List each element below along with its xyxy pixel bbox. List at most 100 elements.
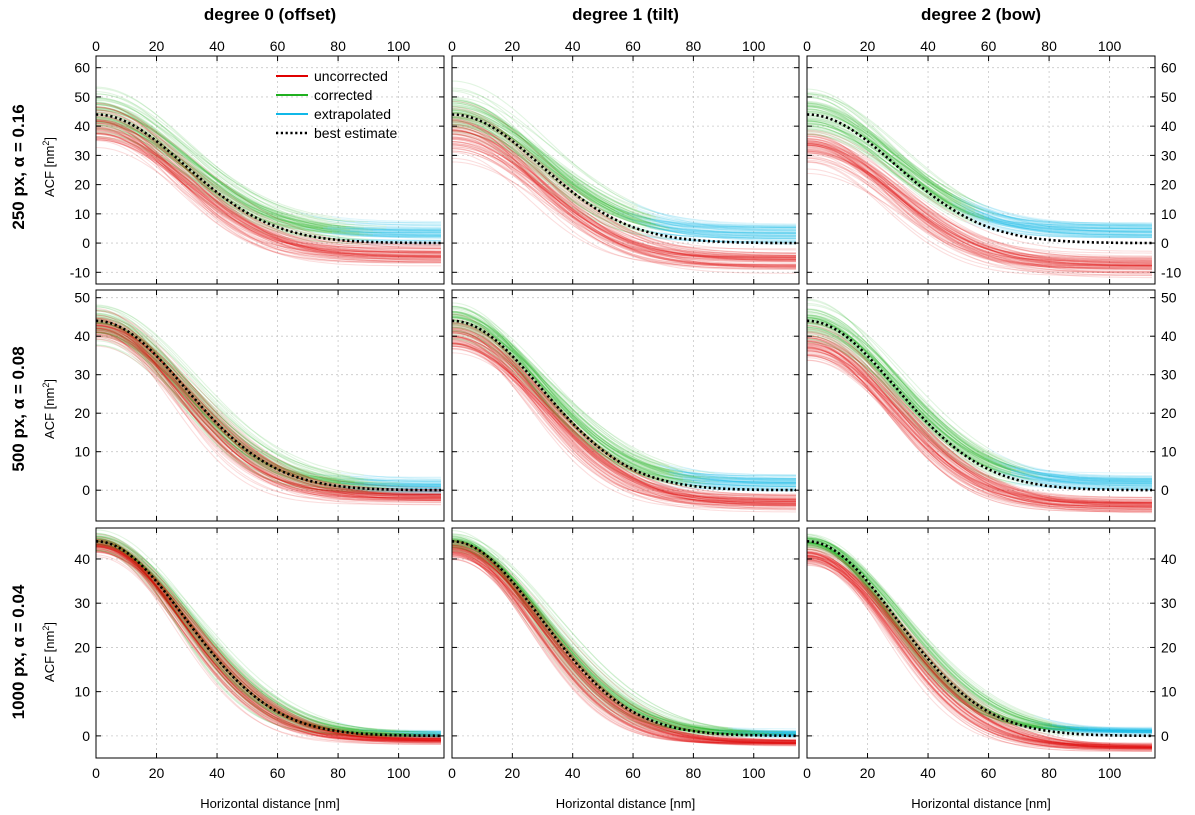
- uncorrected-curve: [452, 555, 796, 745]
- extrapolated-curve: [368, 221, 441, 224]
- uncorrected-curve: [807, 335, 1153, 505]
- uncorrected-curve: [807, 343, 1153, 508]
- y-tick-label: 30: [74, 367, 90, 383]
- corrected-curve: [807, 319, 1012, 468]
- corrected-curve: [452, 536, 769, 735]
- extrapolated-curve: [961, 204, 1152, 233]
- corrected-curve: [807, 105, 976, 205]
- extrapolated-curve: [974, 217, 1152, 237]
- extrapolated-curve: [341, 218, 441, 224]
- uncorrected-curve: [807, 548, 1152, 744]
- corrected-ensemble: [452, 302, 797, 492]
- corrected-curve: [807, 542, 1062, 730]
- uncorrected-curve: [807, 143, 1152, 261]
- uncorrected-curve: [807, 348, 1152, 504]
- uncorrected-curve: [807, 152, 1152, 267]
- extrapolated-curve: [678, 472, 796, 482]
- extrapolated-curve: [1052, 479, 1152, 487]
- curves: [452, 529, 797, 747]
- corrected-curve: [452, 535, 729, 735]
- corrected-curve: [452, 125, 647, 227]
- uncorrected-curve: [452, 345, 796, 507]
- y-tick-label: 10: [74, 206, 90, 222]
- corrected-curve: [807, 311, 1053, 481]
- extrapolated-curve: [979, 202, 1152, 225]
- extrapolated-curve: [691, 480, 796, 485]
- uncorrected-curve: [452, 550, 796, 744]
- corrected-curve: [452, 106, 638, 215]
- corrected-curve: [96, 547, 419, 736]
- corrected-curve: [807, 537, 1053, 725]
- extrapolated-curve: [614, 209, 796, 228]
- ticks: [451, 56, 799, 284]
- corrected-curve: [96, 538, 387, 735]
- extrapolated-curve: [650, 214, 796, 230]
- extrapolated-curve: [309, 234, 441, 243]
- uncorrected-curve: [96, 132, 441, 260]
- uncorrected-curve: [807, 339, 1153, 511]
- corrected-curve: [807, 331, 998, 469]
- corrected-curve: [96, 99, 346, 227]
- corrected-curve: [807, 538, 1057, 731]
- extrapolated-curve: [678, 228, 796, 235]
- corrected-curve: [807, 106, 985, 212]
- uncorrected-curve: [452, 335, 796, 501]
- extrapolated-curve: [395, 488, 442, 491]
- corrected-curve: [807, 128, 962, 207]
- best-estimate-curve: [452, 319, 796, 492]
- extrapolated-curve: [341, 472, 441, 479]
- extrapolated-curve: [637, 221, 796, 242]
- uncorrected-curve: [807, 148, 1152, 268]
- extrapolated-curve: [641, 220, 796, 234]
- corrected-curve: [807, 544, 1071, 730]
- uncorrected-curve: [807, 140, 1152, 265]
- extrapolated-curve: [965, 202, 1152, 233]
- corrected-curve: [452, 316, 697, 478]
- row-titles: 250 px, α = 0.16 500 px, α = 0.08 1000 p…: [9, 104, 28, 719]
- uncorrected-curve: [807, 144, 1152, 261]
- extrapolated-curve: [368, 243, 441, 246]
- uncorrected-curve: [807, 156, 1153, 266]
- y-tick-label: 10: [1161, 444, 1177, 460]
- uncorrected-curve: [807, 144, 1153, 275]
- uncorrected-curve: [807, 557, 1153, 749]
- y-tick-label: 30: [74, 595, 90, 611]
- uncorrected-curve: [452, 539, 796, 742]
- corrected-curve: [807, 131, 976, 221]
- y-tick-label: 20: [74, 405, 90, 421]
- uncorrected-curve: [807, 138, 1152, 264]
- uncorrected-curve: [807, 558, 1152, 747]
- uncorrected-curve: [807, 345, 1152, 501]
- panel-r3-c2: 0 20 40 60 80 100: [448, 527, 800, 781]
- uncorrected-curve: [96, 333, 441, 496]
- corrected-curve: [452, 314, 701, 479]
- uncorrected-curve: [452, 548, 797, 745]
- uncorrected-curve: [452, 345, 796, 511]
- uncorrected-curve: [96, 123, 441, 253]
- corrected-curve: [807, 112, 980, 217]
- corrected-curve: [96, 325, 373, 486]
- extrapolated-curve: [655, 211, 797, 227]
- uncorrected-curve: [96, 538, 441, 738]
- uncorrected-curve: [807, 552, 1152, 748]
- uncorrected-curve: [96, 551, 441, 744]
- uncorrected-curve: [452, 142, 796, 256]
- extrapolated-curve: [1020, 470, 1152, 479]
- uncorrected-curve: [96, 545, 442, 739]
- uncorrected-curve: [452, 335, 797, 497]
- uncorrected-curve: [96, 324, 441, 501]
- uncorrected-curve: [96, 538, 441, 740]
- uncorrected-curve: [96, 137, 441, 258]
- legend-corrected: corrected: [276, 87, 372, 103]
- corrected-curve: [807, 94, 976, 210]
- extrapolated-curve: [1083, 729, 1152, 733]
- uncorrected-curve: [807, 559, 1152, 749]
- corrected-curve: [452, 547, 711, 734]
- corrected-curve: [807, 536, 1062, 731]
- corrected-curve: [807, 544, 1053, 725]
- extrapolated-curve: [988, 206, 1152, 227]
- best-estimate-curve: [452, 113, 796, 245]
- extrapolated-curve: [381, 729, 442, 734]
- panel-frame: [806, 55, 1156, 285]
- x-tick-label: 60: [270, 38, 286, 54]
